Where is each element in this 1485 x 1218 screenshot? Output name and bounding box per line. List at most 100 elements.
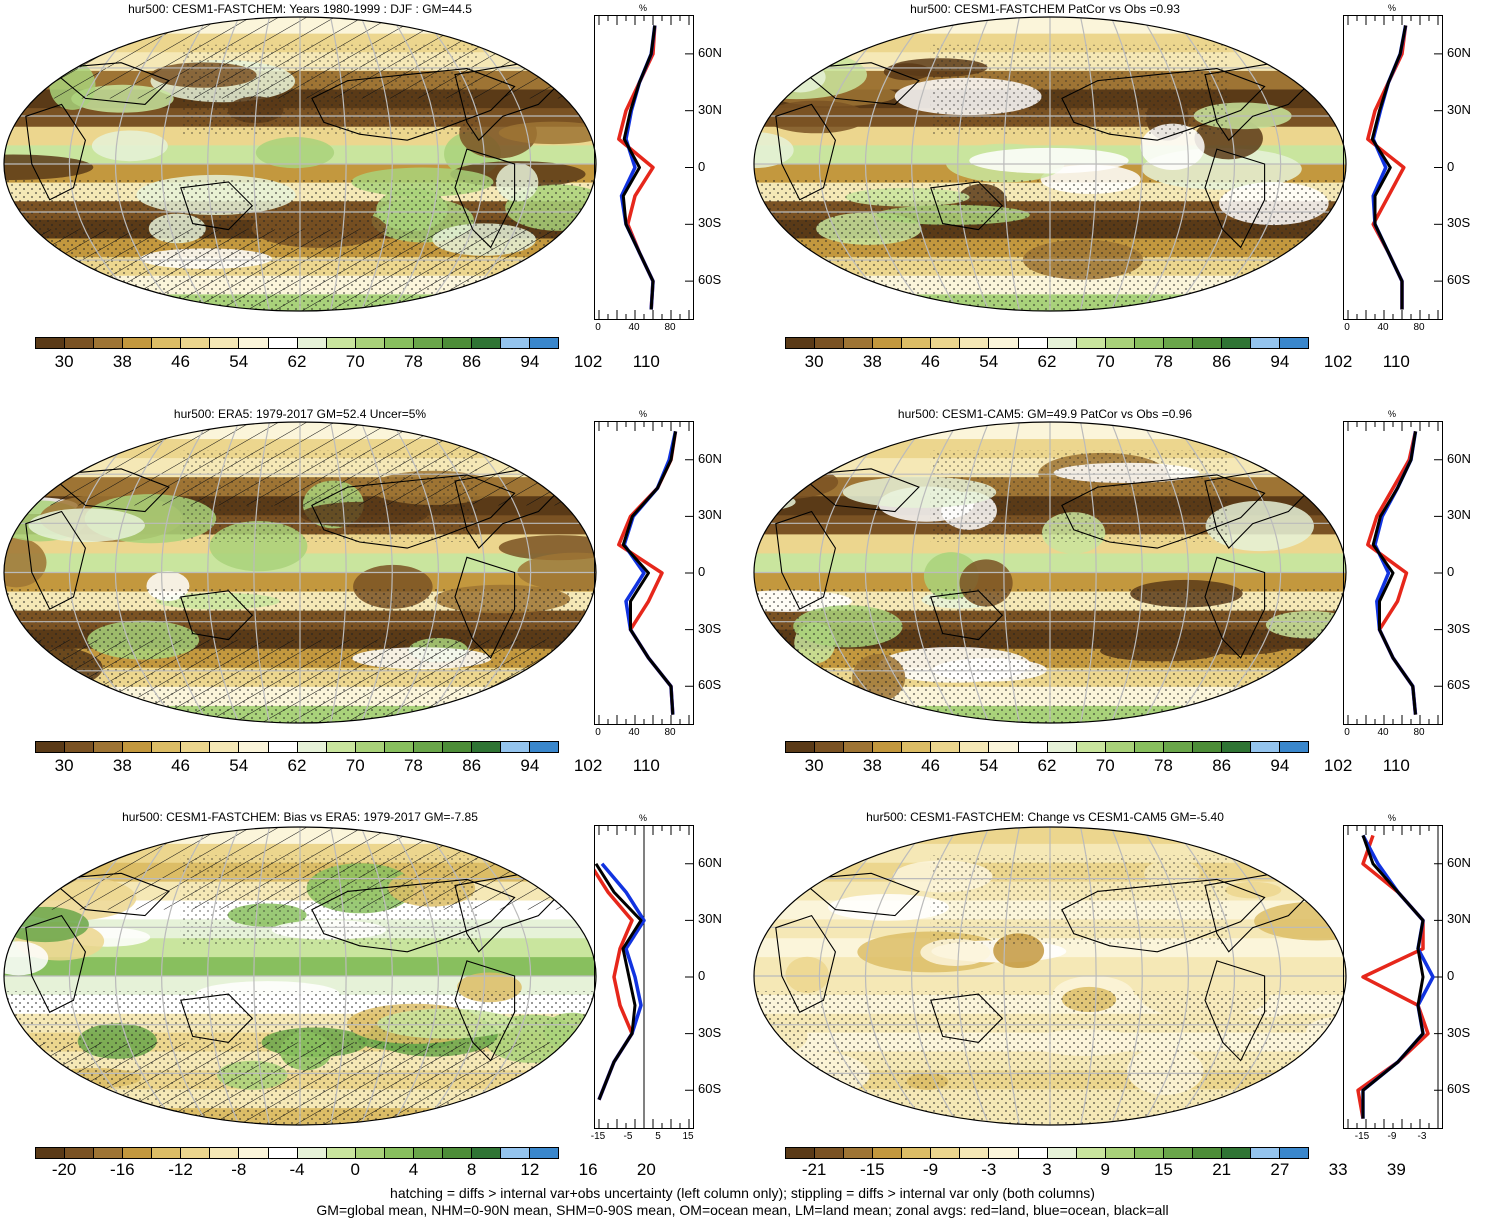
profile-unit: %: [638, 409, 648, 419]
colorbar-swatch: [152, 742, 182, 752]
map-title: hur500: CESM1-FASTCHEM: Bias vs ERA5: 19…: [122, 810, 478, 824]
profile-x-tick-label: 0: [1344, 322, 1350, 333]
colorbar-swatch: [931, 1148, 961, 1158]
colorbar-swatch: [902, 1148, 932, 1158]
colorbar-swatch: [123, 338, 153, 348]
colorbar-tick-label: 94: [520, 756, 540, 775]
colorbar-swatch: [1221, 338, 1251, 348]
colorbar-swatch: [530, 338, 559, 348]
colorbar-swatch: [786, 742, 816, 752]
lat-label: 30N: [698, 507, 722, 523]
colorbar-swatch: [1105, 1148, 1135, 1158]
colorbar-swatch: [1047, 742, 1077, 752]
robinson-map: [753, 826, 1347, 1126]
profile-x-tick-label: 40: [628, 727, 640, 738]
colorbar-change: [785, 1147, 1309, 1159]
colorbar-swatch: [530, 742, 559, 752]
colorbar-tick-label: 38: [862, 352, 882, 371]
lat-label: 0: [1447, 158, 1455, 174]
colorbar-swatch: [989, 1148, 1019, 1158]
colorbar-swatch: [1105, 338, 1135, 348]
colorbar-swatch: [94, 1148, 124, 1158]
colorbar-tick-label: -3: [981, 1160, 997, 1179]
colorbar-swatch: [326, 338, 356, 348]
colorbar-tick-label: 0: [350, 1160, 360, 1179]
colorbar-tick-label: 110: [1382, 352, 1410, 371]
lat-label: 60N: [1447, 854, 1471, 870]
profile-series-all: [595, 862, 643, 1101]
profile-x-tick-label: 0: [595, 727, 601, 738]
colorbar-swatch: [65, 742, 95, 752]
colorbar-swatch: [1192, 338, 1222, 348]
colorbar-diff: [35, 1147, 559, 1159]
map-title: hur500: CESM1-FASTCHEM: Change vs CESM1-…: [866, 810, 1224, 824]
robinson-map: [753, 16, 1347, 312]
colorbar-swatch: [1018, 1148, 1048, 1158]
colorbar-tick-label: 30: [54, 352, 74, 371]
colorbar-tick-label: 8: [466, 1160, 477, 1179]
colorbar-tick-label: 4: [408, 1160, 419, 1179]
profile-x-tick-label: 5: [655, 1131, 661, 1142]
lat-label: 30N: [1447, 101, 1471, 117]
colorbar-tick-label: 78: [403, 756, 423, 775]
colorbar-tick-label: 46: [921, 756, 941, 775]
colorbar-swatch: [1163, 742, 1193, 752]
colorbar-tick-label: 110: [632, 352, 660, 371]
lat-label: 0: [698, 564, 706, 579]
colorbar-abs-3: [35, 741, 559, 753]
colorbar-swatch: [501, 1148, 531, 1158]
colorbar-tick-label: 62: [1037, 352, 1057, 371]
colorbar-tick-label: 70: [345, 352, 365, 371]
profile-x-tick-label: 80: [664, 322, 676, 333]
colorbar-tick-label: 86: [462, 756, 482, 775]
colorbar-tick-label: 30: [804, 352, 824, 371]
colorbar-swatch: [1018, 742, 1048, 752]
colorbar-tick-label: 86: [1212, 352, 1232, 371]
colorbar-tick-label: -8: [231, 1160, 247, 1179]
profile-unit: %: [1387, 813, 1397, 823]
profile-unit: %: [1387, 3, 1397, 13]
zonal-profile-1: [594, 15, 694, 320]
colorbar-swatch: [815, 1148, 845, 1158]
profile-series-all: [1361, 834, 1425, 1119]
colorbar-swatch: [1134, 1148, 1164, 1158]
colorbar-tick-label: -9: [922, 1160, 939, 1179]
footer-line-2: GM=global mean, NHM=0-90N mean, SHM=0-90…: [316, 1202, 1169, 1218]
colorbar-tick-label: 102: [573, 756, 603, 775]
colorbar-tick-label: 3: [1042, 1160, 1052, 1179]
profile-x-tick-label: -15: [590, 1131, 606, 1142]
profile-x-tick-label: 15: [682, 1131, 694, 1142]
colorbar-swatch: [960, 338, 990, 348]
colorbar-abs-1: [35, 337, 559, 349]
colorbar-swatch: [1018, 338, 1048, 348]
colorbar-tick-label: 102: [573, 352, 603, 371]
colorbar-swatch: [326, 742, 356, 752]
colorbar-tick-label: 16: [578, 1160, 598, 1179]
colorbar-swatch: [1134, 338, 1164, 348]
colorbar-swatch: [239, 1148, 269, 1158]
colorbar-swatch: [989, 338, 1019, 348]
colorbar-swatch: [471, 742, 501, 752]
colorbar-swatch: [530, 1148, 559, 1158]
lat-label: 30S: [698, 215, 722, 231]
colorbar-tick-label: 54: [229, 756, 249, 775]
colorbar-tick-label: 54: [229, 352, 249, 371]
colorbar-tick-label: 78: [1153, 756, 1173, 775]
map-title: hur500: CESM1-CAM5: GM=49.9 PatCor vs Ob…: [897, 407, 1193, 421]
lat-label: 30S: [1447, 620, 1471, 636]
colorbar-tick-label: -12: [168, 1160, 193, 1179]
colorbar-tick-label: 39: [1386, 1160, 1406, 1179]
lat-label: 60N: [1447, 44, 1471, 60]
colorbar-tick-label: 15: [1153, 1160, 1173, 1179]
profile-series-land: [1356, 834, 1430, 1119]
colorbar-swatch: [1251, 1148, 1281, 1158]
profile-unit: %: [638, 3, 648, 13]
colorbar-swatch: [297, 742, 327, 752]
colorbar-tick-label: 70: [345, 756, 365, 775]
colorbar-swatch: [471, 338, 501, 348]
colorbar-swatch: [268, 1148, 298, 1158]
colorbar-tick-label: 62: [287, 756, 307, 775]
colorbar-swatch: [1076, 338, 1106, 348]
colorbar-swatch: [94, 338, 124, 348]
lat-label: 30S: [698, 1024, 722, 1040]
